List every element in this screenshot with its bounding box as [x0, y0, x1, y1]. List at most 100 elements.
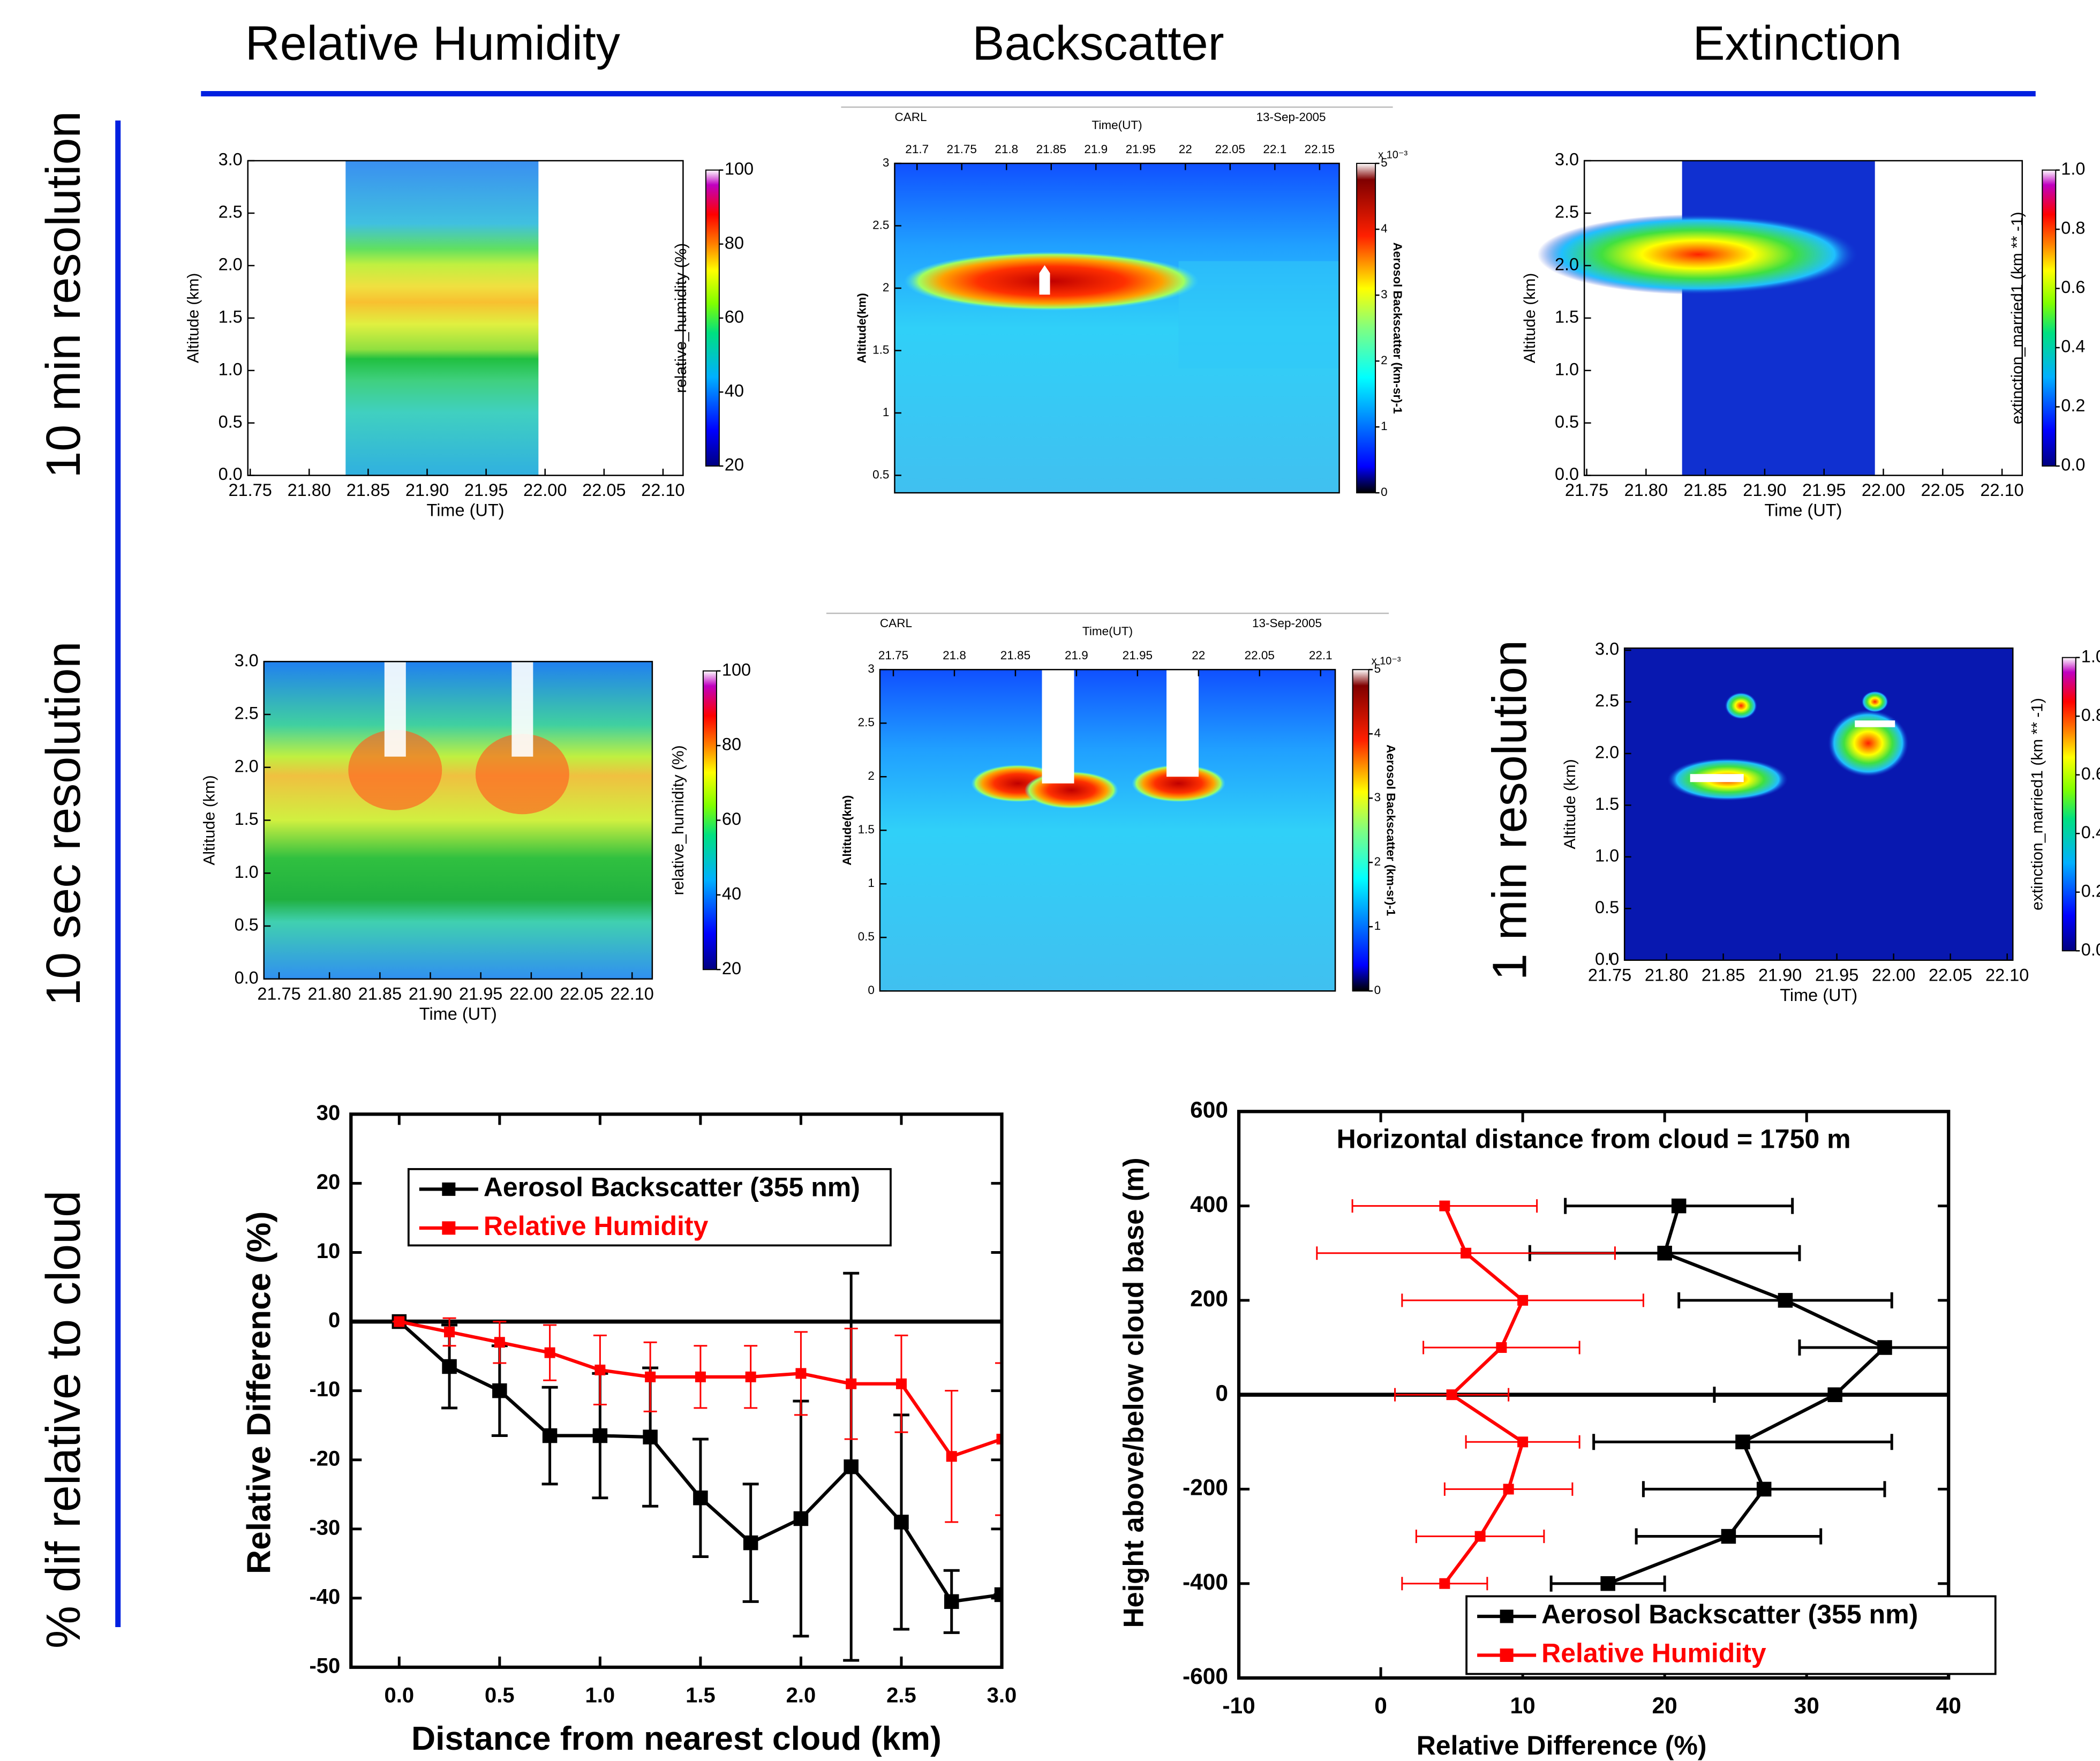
plot-area	[391, 1271, 1002, 1662]
x-tick-label: 21.75	[1588, 965, 1631, 984]
x-tick-label: 3.0	[987, 1684, 1017, 1707]
y-tick-label: 400	[1190, 1192, 1228, 1217]
x-tick-label: 22.05	[560, 984, 603, 1003]
x-tick-label: 21.75	[947, 142, 977, 156]
x-tick-label: 0.0	[385, 1684, 415, 1707]
y-tick-label: 1.0	[1555, 359, 1579, 379]
colorbar-label: relative_humidity (%)	[669, 745, 687, 895]
colorbar	[702, 670, 717, 970]
heat-fill	[345, 161, 539, 476]
y-tick-label: -600	[1183, 1664, 1228, 1689]
x-tick-label: 21.75	[1565, 480, 1608, 500]
x-tick-label: 21.95	[1126, 142, 1156, 156]
colorbar-tick-label: 40	[725, 381, 744, 401]
legend-box	[1465, 1595, 1997, 1675]
x-tick-label: 0	[1374, 1694, 1387, 1719]
y-tick-label: 2.5	[858, 716, 875, 729]
y-axis-label: Altitude (km)	[1521, 273, 1539, 363]
legend-label: Relative Humidity	[484, 1211, 709, 1241]
heatmap: 21.7 21.75 21.8 21.85 21.9 21.95 22 22.05 22.1 22…	[841, 106, 1407, 499]
y-tick-label: 1.0	[1595, 846, 1619, 865]
y-tick-label: 1.5	[235, 809, 259, 829]
annotation: Horizontal distance from cloud = 1750 m	[1337, 1124, 1851, 1154]
heatmap: 21.75 21.80 21.85 21.90 21.95 22.00 22.05 22.10…	[1561, 639, 2100, 1005]
marker	[795, 1368, 807, 1379]
marker	[442, 1359, 457, 1374]
heat-fill	[1132, 764, 1226, 802]
heat-fill	[1725, 692, 1757, 719]
marker	[444, 1326, 455, 1337]
marker	[594, 1364, 606, 1375]
x-tick-label: 21.75	[257, 984, 300, 1003]
marker	[645, 1371, 656, 1382]
annotation: 13-Sep-2005	[1256, 110, 1326, 124]
legend-marker	[442, 1182, 456, 1196]
x-axis-label: Time(UT)	[1082, 624, 1133, 638]
y-axis-label: Relative Difference (%)	[240, 1211, 277, 1574]
y-tick-label: -40	[309, 1585, 340, 1608]
marker	[1600, 1576, 1615, 1591]
y-tick-label: 2.5	[219, 202, 243, 222]
plot-frame	[1623, 647, 2014, 961]
plot-frame	[1237, 1110, 1951, 1680]
x-axis-label: Time (UT)	[1780, 985, 1857, 1005]
colorbar-tick-label: 0.6	[2081, 764, 2100, 783]
y-tick-label: 0.5	[1555, 412, 1579, 431]
heat-fill	[1682, 161, 1875, 476]
column-title: Backscatter	[972, 17, 1224, 70]
y-tick-label: 2.5	[1555, 202, 1579, 222]
x-tick-label: 22.00	[1872, 965, 1915, 984]
marker	[846, 1378, 857, 1389]
x-tick-label: 22	[1192, 649, 1205, 662]
x-tick-label: 1.0	[585, 1684, 615, 1707]
y-tick-label: 3.0	[219, 150, 243, 169]
marker	[994, 1587, 1002, 1602]
colorbar-tick-label: 40	[722, 884, 741, 903]
column-title: Extinction	[1693, 17, 1902, 70]
x-tick-label: 21.85	[1036, 142, 1066, 156]
marker	[743, 1535, 758, 1551]
colorbar	[1352, 669, 1369, 992]
x-tick-label: 21.85	[1000, 649, 1030, 662]
colorbar-tick-label: 0.0	[2061, 455, 2085, 475]
marker	[946, 1451, 957, 1462]
y-tick-label: 0	[868, 983, 875, 997]
y-tick-label: 0	[1215, 1381, 1228, 1406]
heat-fill	[879, 669, 1336, 991]
y-tick-label: 3.0	[1555, 150, 1579, 169]
y-tick-label: -200	[1183, 1476, 1228, 1501]
y-axis-label: Altitude(km)	[840, 795, 854, 866]
heat-fill	[1624, 648, 2013, 960]
x-tick-label: 21.90	[1758, 965, 1802, 984]
colorbar-tick-label: 60	[722, 809, 741, 829]
x-tick-label: -10	[1222, 1694, 1255, 1719]
colorbar-tick-label: 0.0	[2081, 940, 2100, 959]
marker	[1474, 1531, 1486, 1542]
y-tick-label: 1.5	[858, 823, 875, 836]
colorbar-tick-label: 3	[1381, 288, 1388, 301]
marker	[1671, 1198, 1687, 1214]
y-axis-label: Altitude (km)	[185, 273, 202, 363]
x-tick-label: 22.1	[1309, 649, 1333, 662]
y-tick-label: 200	[1190, 1286, 1228, 1312]
y-tick-label: 30	[317, 1101, 341, 1125]
y-tick-label: -10	[309, 1378, 340, 1401]
marker	[1439, 1200, 1450, 1211]
heat-fill	[904, 252, 1199, 311]
x-tick-label: 2.0	[786, 1684, 816, 1707]
y-tick-label: 0.5	[219, 412, 243, 431]
colorbar-tick-label: 20	[722, 959, 741, 978]
x-tick-label: 40	[1936, 1694, 1961, 1719]
marker	[544, 1347, 555, 1358]
x-tick-label: 21.90	[405, 480, 449, 500]
y-tick-label: 0.0	[1595, 949, 1619, 968]
marker	[996, 1434, 1002, 1445]
colorbar-tick-label: 4	[1374, 726, 1381, 740]
x-tick-label: 21.8	[943, 649, 966, 662]
marker	[894, 1515, 909, 1530]
x-tick-label: 21.85	[1683, 480, 1727, 500]
x-tick-label: 22.00	[523, 480, 567, 500]
x-tick-label: 21.80	[308, 984, 351, 1003]
heatmap: 21.75 21.80 21.85 21.90 21.95 22.00 22.05 22.10…	[201, 651, 751, 1024]
marker	[1756, 1481, 1772, 1497]
